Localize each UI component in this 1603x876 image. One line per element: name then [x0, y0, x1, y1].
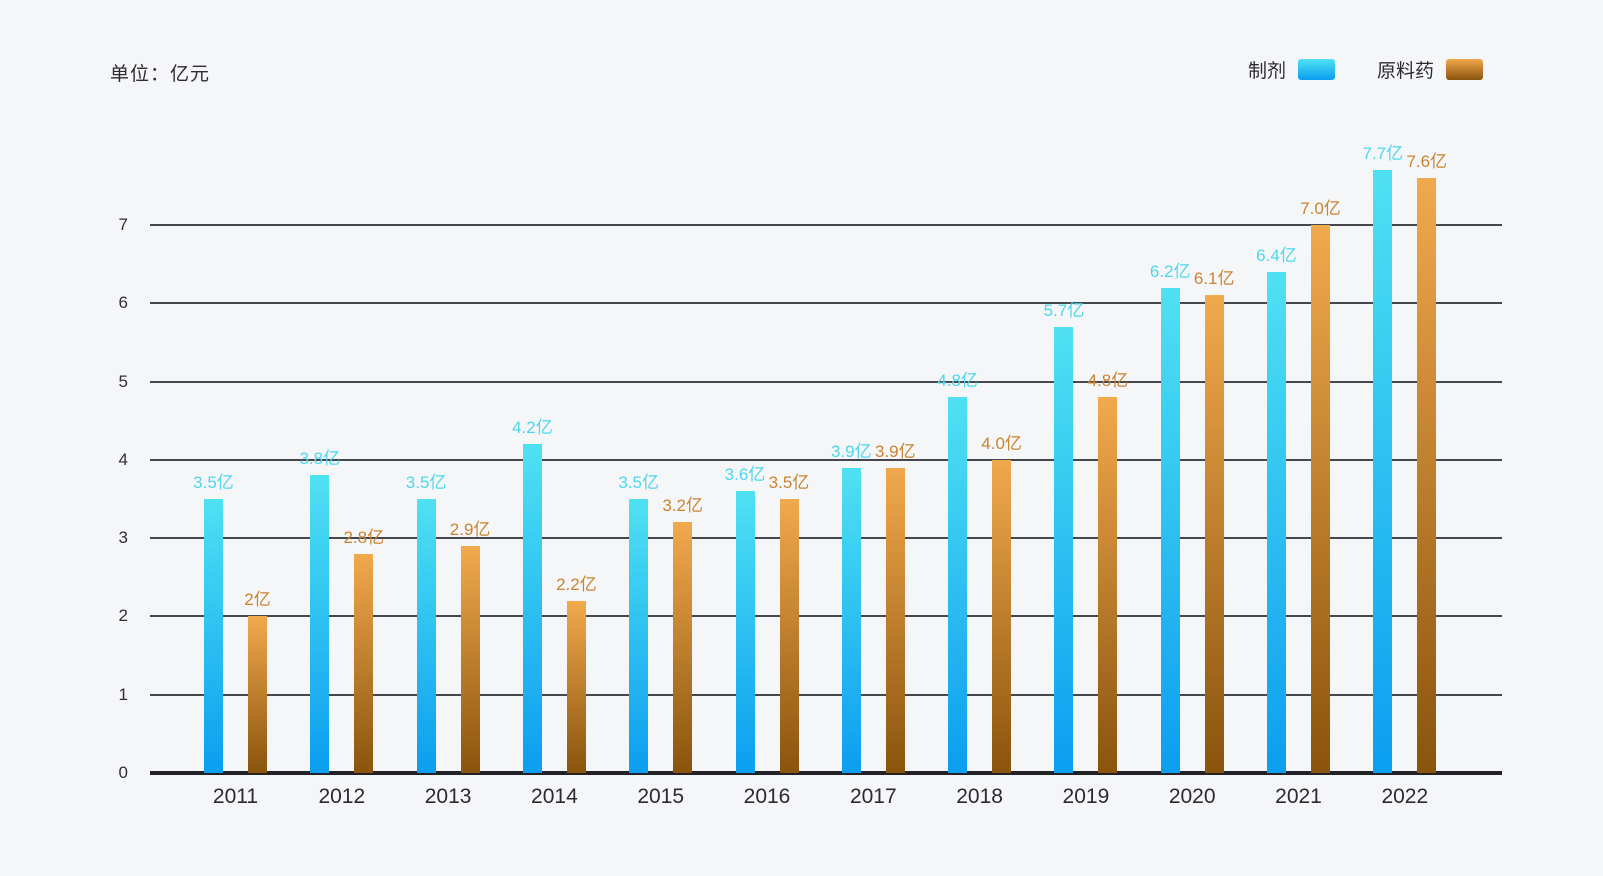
legend: 制剂 原料药: [1248, 56, 1483, 83]
bar-api-2019: [1098, 397, 1118, 773]
value-label-preparations-2020: 6.2亿: [1149, 261, 1191, 281]
bar-api-2011: [248, 616, 267, 773]
x-axis-label-2017: 2017: [849, 785, 897, 808]
x-axis-line: [150, 771, 1502, 775]
bar-api-2017: [885, 467, 905, 773]
y-axis-tick-3: 3: [118, 528, 128, 548]
legend-item-preparations: 制剂: [1248, 56, 1335, 83]
y-axis-tick-1: 1: [118, 684, 128, 704]
legend-label-preparations: 制剂: [1247, 61, 1286, 82]
x-axis-label-2020: 2020: [1168, 785, 1216, 808]
value-label-preparations-2021: 6.4亿: [1256, 245, 1297, 265]
bar-preparations-2022: [1373, 170, 1393, 773]
y-axis-tick-4: 4: [118, 449, 128, 469]
legend-label-api: 原料药: [1376, 61, 1434, 82]
x-axis-label-2021: 2021: [1275, 785, 1322, 808]
value-label-preparations-2011: 3.5亿: [193, 472, 234, 492]
x-axis-label-2012: 2012: [318, 785, 366, 808]
y-axis-tick-2: 2: [118, 606, 128, 626]
bar-api-2022: [1417, 177, 1437, 773]
bar-api-2016: [779, 498, 799, 773]
x-axis-label-2015: 2015: [637, 785, 685, 808]
gridline-3: [150, 537, 1502, 540]
bar-preparations-2016: [735, 491, 755, 773]
bar-preparations-2017: [841, 467, 861, 773]
value-label-preparations-2016: 3.6亿: [724, 465, 766, 485]
y-axis-tick-7: 7: [118, 214, 128, 234]
value-label-api-2021: 7.0亿: [1300, 198, 1341, 218]
value-label-api-2020: 6.1亿: [1193, 269, 1235, 289]
bar-api-2018: [992, 459, 1012, 773]
value-label-api-2015: 3.2亿: [662, 496, 704, 516]
bar-api-2020: [1204, 295, 1224, 773]
x-axis-label-2016: 2016: [743, 785, 791, 808]
gridline-7: [150, 223, 1502, 226]
value-label-api-2013: 2.9亿: [449, 519, 491, 539]
x-axis-label-2011: 2011: [212, 785, 259, 808]
unit-label: 单位：亿元: [110, 64, 211, 85]
value-label-preparations-2012: 3.8亿: [299, 449, 341, 469]
legend-item-api: 原料药: [1377, 56, 1483, 83]
y-axis-tick-6: 6: [118, 293, 128, 313]
y-axis-tick-5: 5: [118, 371, 128, 391]
value-label-api-2014: 2.2亿: [556, 574, 597, 594]
gridline-1: [150, 693, 1502, 696]
gridline-4: [150, 458, 1502, 461]
value-label-preparations-2018: 4.8亿: [937, 371, 978, 391]
bar-preparations-2019: [1054, 326, 1074, 773]
gridline-2: [150, 615, 1502, 618]
bar-api-2015: [673, 522, 693, 773]
bar-preparations-2014: [522, 444, 542, 773]
bar-preparations-2015: [629, 498, 649, 773]
value-label-preparations-2013: 3.5亿: [405, 472, 447, 492]
x-axis-label-2018: 2018: [956, 785, 1003, 808]
x-axis-label-2022: 2022: [1381, 785, 1429, 808]
gridline-5: [150, 380, 1502, 383]
gridline-6: [150, 302, 1502, 305]
value-label-api-2012: 2.8亿: [343, 527, 385, 547]
value-label-api-2011: 2亿: [244, 590, 271, 610]
legend-swatch-preparations-icon: [1297, 59, 1335, 80]
bar-preparations-2013: [416, 498, 436, 773]
value-label-preparations-2017: 3.9亿: [830, 441, 872, 461]
bar-api-2012: [354, 553, 374, 773]
bar-preparations-2012: [310, 475, 330, 773]
value-label-preparations-2014: 4.2亿: [512, 418, 553, 438]
bar-preparations-2018: [948, 397, 968, 773]
bar-preparations-2020: [1160, 287, 1180, 773]
bar-api-2021: [1311, 224, 1330, 773]
x-axis-label-2019: 2019: [1062, 785, 1110, 808]
value-label-api-2017: 3.9亿: [874, 441, 916, 461]
value-label-preparations-2019: 5.7亿: [1043, 300, 1085, 320]
bar-api-2014: [566, 600, 586, 773]
value-label-api-2018: 4.0亿: [981, 433, 1022, 453]
y-axis-tick-0: 0: [118, 763, 128, 782]
legend-swatch-api-icon: [1446, 59, 1483, 80]
bar-api-2013: [460, 545, 480, 773]
bar-preparations-2011: [204, 498, 223, 773]
x-axis-label-2013: 2013: [424, 785, 472, 808]
value-label-preparations-2015: 3.5亿: [618, 472, 660, 492]
value-label-preparations-2022: 7.7亿: [1362, 144, 1404, 164]
value-label-api-2022: 7.6亿: [1406, 151, 1448, 171]
bar-preparations-2021: [1267, 271, 1286, 773]
x-axis-label-2014: 2014: [531, 785, 578, 808]
value-label-api-2019: 4.8亿: [1087, 371, 1129, 391]
value-label-api-2016: 3.5亿: [768, 472, 810, 492]
